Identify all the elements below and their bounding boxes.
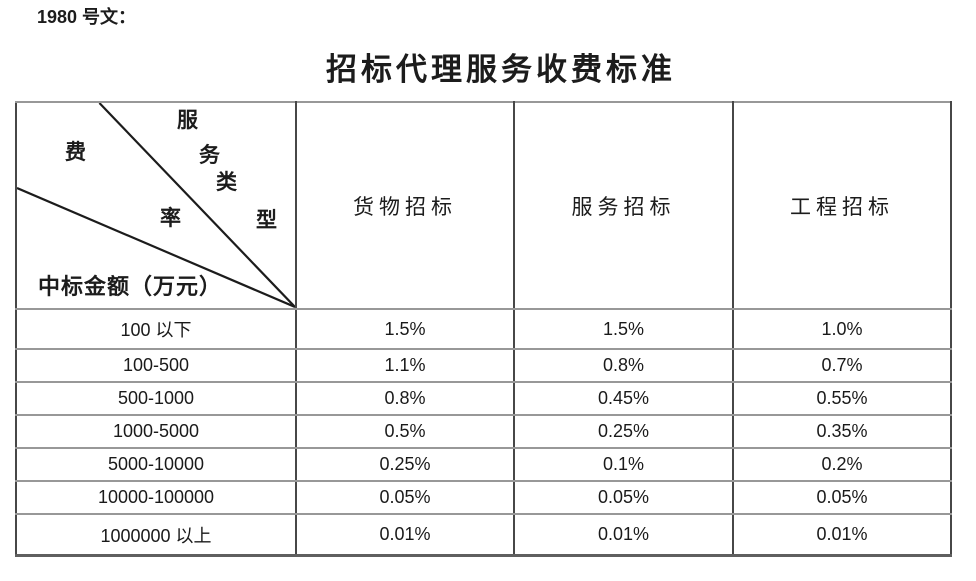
row-range-label: 500-1000: [15, 381, 297, 417]
cell-value: 0.7%: [732, 348, 952, 384]
cell-value: 0.05%: [732, 480, 952, 516]
row-range-label: 5000-10000: [15, 447, 297, 483]
column-header-engineering: 工程招标: [732, 101, 952, 310]
diagonal-header-inner: 服 务 类 型 费 率 中标金额（万元）: [18, 104, 294, 307]
table-row: 500-1000 0.8% 0.45% 0.55%: [15, 381, 952, 417]
cell-value: 0.45%: [513, 381, 734, 417]
table-row: 10000-100000 0.05% 0.05% 0.05%: [15, 480, 952, 516]
row-range-label: 1000-5000: [15, 414, 297, 450]
header-row: 服 务 类 型 费 率 中标金额（万元） 货物招标 服务招标 工程招标: [15, 101, 952, 310]
cell-value: 0.01%: [513, 513, 734, 557]
table-row: 1000-5000 0.5% 0.25% 0.35%: [15, 414, 952, 450]
row-range-label: 10000-100000: [15, 480, 297, 516]
cell-value: 0.5%: [295, 414, 515, 450]
amount-axis-label: 中标金额（万元）: [38, 274, 223, 299]
diagonal-type-label-char: 服: [177, 108, 198, 132]
table-row: 100-500 1.1% 0.8% 0.7%: [15, 348, 952, 384]
cell-value: 0.1%: [513, 447, 734, 483]
cell-value: 0.8%: [513, 348, 734, 384]
diagonal-type-label-char: 务: [199, 143, 220, 167]
cell-value: 0.25%: [513, 414, 734, 450]
cell-value: 0.35%: [732, 414, 952, 450]
row-range-label: 1000000 以上: [15, 513, 297, 557]
table-row: 5000-10000 0.25% 0.1% 0.2%: [15, 447, 952, 483]
diagonal-fee-label-char: 率: [160, 206, 181, 230]
cell-value: 1.1%: [295, 348, 515, 384]
diagonal-fee-label-char: 费: [65, 140, 86, 164]
cell-value: 0.05%: [513, 480, 734, 516]
cell-value: 0.8%: [295, 381, 515, 417]
cell-value: 0.01%: [732, 513, 952, 557]
page-title: 招标代理服务收费标准: [326, 52, 676, 87]
row-range-label: 100-500: [15, 348, 297, 384]
cell-value: 1.5%: [295, 307, 515, 351]
table-row: 100 以下 1.5% 1.5% 1.0%: [15, 307, 952, 351]
column-header-services: 服务招标: [513, 101, 734, 310]
cell-value: 0.2%: [732, 447, 952, 483]
fee-standard-table: 服 务 类 型 费 率 中标金额（万元） 货物招标 服务招标 工程招标 100 …: [15, 101, 952, 557]
cell-value: 0.55%: [732, 381, 952, 417]
diagonal-divider-lines: [18, 104, 294, 307]
diagonal-type-label-char: 型: [256, 208, 277, 232]
cell-value: 0.25%: [295, 447, 515, 483]
cell-value: 1.5%: [513, 307, 734, 351]
table-row: 1000000 以上 0.01% 0.01% 0.01%: [15, 513, 952, 557]
row-range-label: 100 以下: [15, 307, 297, 351]
diagonal-type-label-char: 类: [216, 170, 237, 194]
cell-value: 0.01%: [295, 513, 515, 557]
cell-value: 0.05%: [295, 480, 515, 516]
diagonal-header-cell: 服 务 类 型 费 率 中标金额（万元）: [15, 101, 297, 310]
cell-value: 1.0%: [732, 307, 952, 351]
doc-number-label: 1980 号文：: [37, 7, 137, 27]
column-header-goods: 货物招标: [295, 101, 515, 310]
